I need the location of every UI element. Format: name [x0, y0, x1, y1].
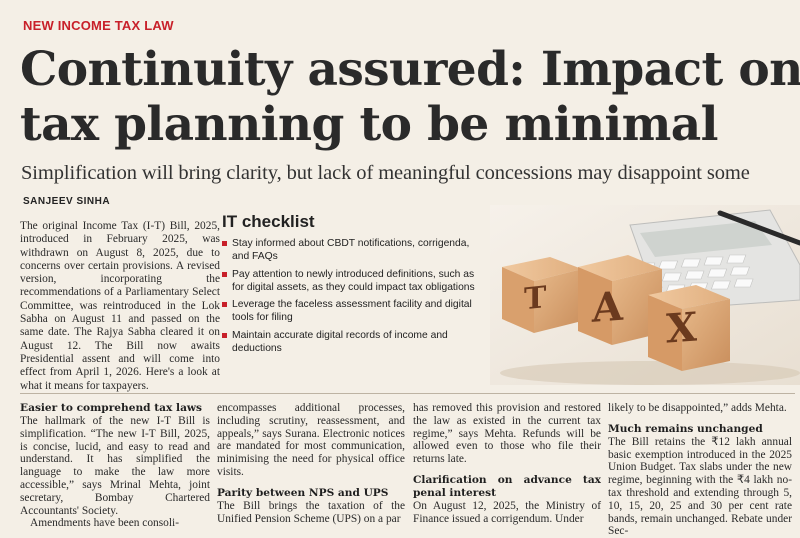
column-1: Easier to comprehend tax laws The hallma… [20, 402, 210, 530]
checklist-item: Leverage the faceless assessment facilit… [222, 298, 482, 325]
bullet-icon [222, 332, 227, 338]
column-text: likely to be disappointed,” adds Mehta. [608, 402, 787, 414]
intro-paragraph: The original Income Tax (I-T) Bill, 2025… [20, 220, 220, 392]
column-3: has removed this provision and restored … [413, 402, 601, 526]
svg-text:A: A [591, 283, 624, 332]
column-2: encompasses additional processes, includ… [217, 402, 405, 525]
headline-line-2: tax planning to be minimal [20, 97, 719, 152]
headline-line-1: Continuity assured: Impact on [20, 42, 800, 97]
column-text: encompasses additional processes, includ… [217, 402, 405, 478]
checklist-item: Pay attention to newly introduced defini… [222, 268, 482, 295]
bullet-icon [222, 271, 227, 277]
checklist-item: Maintain accurate digital records of inc… [222, 329, 482, 356]
svg-text:T: T [524, 280, 547, 317]
checklist-item: Stay informed about CBDT notifications, … [222, 237, 482, 264]
section-kicker: NEW INCOME TAX LAW [23, 18, 174, 33]
bullet-icon [222, 302, 227, 308]
bullet-icon [222, 241, 227, 246]
column-4: likely to be disappointed,” adds Mehta. … [608, 402, 792, 538]
deck-subtitle: Simplification will bring clarity, but l… [21, 162, 750, 184]
subheading: Parity between NPS and UPS [217, 486, 389, 499]
checklist: Stay informed about CBDT notifications, … [222, 237, 482, 359]
headline: Continuity assured: Impact on tax planni… [20, 42, 800, 152]
tax-block-x: X [648, 285, 730, 371]
tax-blocks-photo: T A X [490, 205, 800, 385]
column-text: The hallmark of the new I-T Bill is simp… [20, 415, 210, 517]
column-text: has removed this provision and restored … [413, 402, 601, 466]
checklist-title: IT checklist [222, 212, 315, 231]
column-text: On August 12, 2025, the Ministry of Fina… [413, 499, 601, 525]
column-divider-rule [20, 393, 795, 394]
tax-block-t: T [502, 257, 582, 333]
pen-icon [717, 210, 800, 246]
column-text: The Bill brings the taxation of the Unif… [217, 499, 405, 525]
svg-text:X: X [666, 304, 698, 353]
subheading: Clarification on advance tax penal inter… [413, 473, 601, 499]
byline: SANJEEV SINHA [23, 196, 111, 207]
column-text: The Bill retains the ₹12 lakh annual bas… [608, 435, 792, 538]
subheading: Easier to comprehend tax laws [20, 402, 203, 414]
column-text: Amendments have been consoli- [30, 517, 179, 530]
subheading: Much remains unchanged [608, 422, 763, 435]
